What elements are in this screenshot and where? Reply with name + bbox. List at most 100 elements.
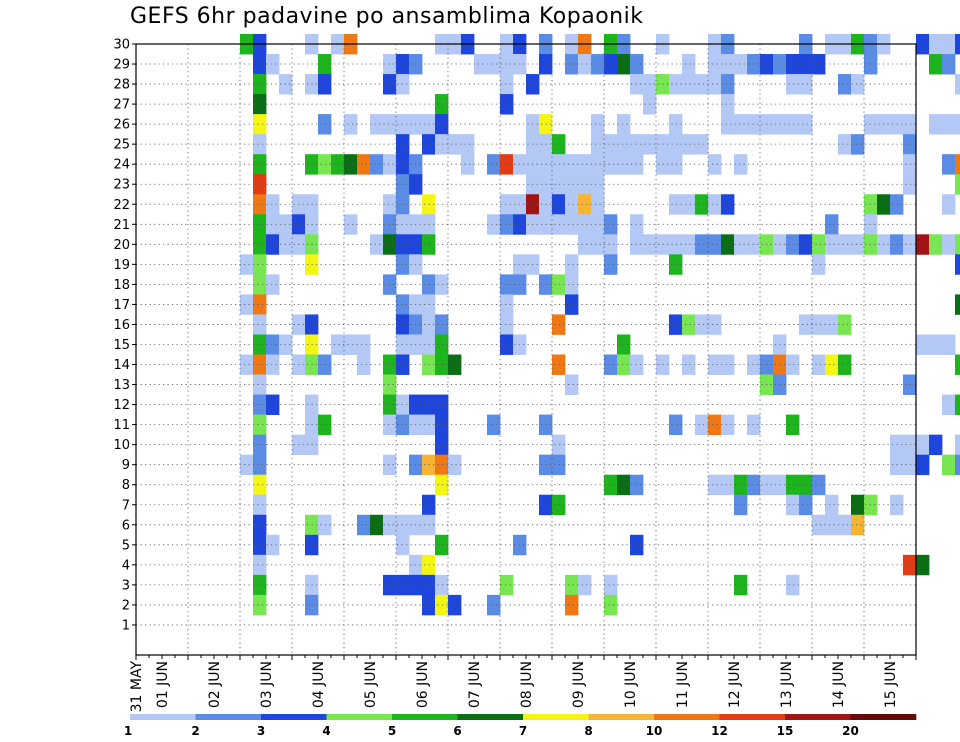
- heatmap-cell: [708, 154, 722, 175]
- heatmap-cell: [253, 154, 267, 175]
- heatmap-cell: [955, 154, 960, 175]
- legend-swatch: [195, 714, 262, 720]
- heatmap-cell: [708, 314, 722, 335]
- heatmap-cell: [253, 254, 267, 275]
- x-tick-label: 06 JUN: [415, 661, 431, 708]
- y-tick-label: 8: [122, 478, 130, 493]
- heatmap-cell: [448, 354, 462, 375]
- heatmap-cell: [435, 314, 449, 335]
- heatmap-cell: [266, 354, 280, 375]
- heatmap-cell: [253, 234, 267, 255]
- heatmap-cell: [669, 414, 683, 436]
- x-tick-label: 03 JUN: [259, 661, 275, 708]
- heatmap-cell: [591, 214, 605, 235]
- heatmap-cell: [838, 234, 852, 255]
- y-tick-label: 3: [122, 578, 130, 593]
- heatmap-cell: [799, 54, 813, 75]
- heatmap-cell: [916, 554, 930, 576]
- heatmap-cell: [253, 94, 267, 115]
- heatmap-cell: [734, 474, 748, 496]
- heatmap-cell: [552, 154, 566, 175]
- heatmap-cell: [955, 354, 960, 375]
- y-tick-label: 17: [113, 298, 130, 313]
- heatmap-cell: [942, 334, 956, 355]
- x-tick-label: 04 JUN: [311, 661, 327, 708]
- heatmap-cell: [838, 354, 852, 375]
- heatmap-cell: [669, 154, 683, 175]
- heatmap-cell: [331, 154, 345, 175]
- heatmap-cell: [500, 54, 514, 75]
- heatmap-cell: [552, 434, 566, 456]
- heatmap-cell: [253, 54, 267, 75]
- heatmap-cell: [448, 454, 462, 476]
- heatmap-cell: [253, 134, 267, 155]
- y-tick-label: 9: [122, 458, 130, 473]
- heatmap-cell: [916, 434, 930, 456]
- heatmap-cell: [500, 334, 514, 355]
- heatmap-cell: [383, 394, 397, 415]
- y-tick-label: 4: [122, 558, 130, 573]
- heatmap-cell: [903, 234, 917, 255]
- heatmap-cell: [591, 234, 605, 255]
- heatmap-cell: [266, 334, 280, 355]
- heatmap-cell: [916, 454, 930, 476]
- heatmap-cell: [669, 234, 683, 255]
- y-tick-label: 1: [122, 618, 130, 633]
- heatmap-cell: [617, 134, 631, 155]
- heatmap-cell: [786, 414, 800, 436]
- heatmap-cell: [721, 194, 735, 215]
- heatmap-cell: [955, 294, 960, 315]
- heatmap-cell: [240, 254, 254, 275]
- heatmap-cell: [253, 494, 267, 516]
- heatmap-cell: [903, 554, 917, 576]
- heatmap-cell: [786, 74, 800, 95]
- x-tick-label: 10 JUN: [623, 661, 639, 708]
- y-tick-label: 14: [113, 358, 130, 373]
- heatmap-cell: [240, 454, 254, 476]
- heatmap-cell: [903, 374, 917, 395]
- heatmap-cell: [266, 214, 280, 235]
- heatmap-cell: [916, 234, 930, 255]
- heatmap-cell: [682, 54, 696, 75]
- heatmap-cell: [812, 54, 826, 75]
- legend-label: 20: [842, 724, 859, 738]
- heatmap-cell: [695, 234, 709, 255]
- heatmap-cell: [461, 154, 475, 175]
- heatmap-cell: [812, 354, 826, 375]
- heatmap-cell: [435, 394, 449, 415]
- legend-label: 3: [257, 724, 265, 738]
- heatmap-cell: [812, 514, 826, 536]
- heatmap-cell: [604, 154, 618, 175]
- heatmap-cell: [851, 514, 865, 536]
- heatmap-cell: [942, 194, 956, 215]
- chart-title: GEFS 6hr padavine po ansamblima Kopaonik: [130, 4, 644, 29]
- heatmap-cell: [604, 134, 618, 155]
- y-tick-label: 10: [113, 438, 130, 453]
- heatmap-cell: [383, 214, 397, 235]
- x-tick-label: 14 JUN: [831, 661, 847, 708]
- legend-label: 5: [388, 724, 396, 738]
- heatmap-cell: [955, 454, 960, 476]
- x-tick-label: 11 JUN: [675, 661, 691, 708]
- heatmap-cell: [318, 514, 332, 536]
- heatmap-cell: [721, 414, 735, 436]
- heatmap-cell: [383, 514, 397, 536]
- heatmap-cell: [500, 214, 514, 235]
- x-tick-label: 31 MAY: [129, 661, 145, 713]
- heatmap-cell: [721, 54, 735, 75]
- heatmap-cell: [942, 33, 956, 55]
- heatmap-cell: [578, 174, 592, 195]
- x-tick-label: 05 JUN: [363, 661, 379, 708]
- heatmap-cell: [812, 474, 826, 496]
- heatmap-cell: [617, 154, 631, 175]
- heatmap-cell: [734, 494, 748, 516]
- heatmap-cell: [903, 154, 917, 175]
- heatmap-cell: [435, 134, 449, 155]
- heatmap-cell: [825, 214, 839, 235]
- heatmap-cell: [318, 354, 332, 375]
- legend-label: 1: [124, 724, 132, 738]
- legend-label: 10: [646, 724, 663, 738]
- heatmap-cell: [331, 334, 345, 355]
- heatmap-cell: [838, 314, 852, 335]
- heatmap-cell: [591, 194, 605, 215]
